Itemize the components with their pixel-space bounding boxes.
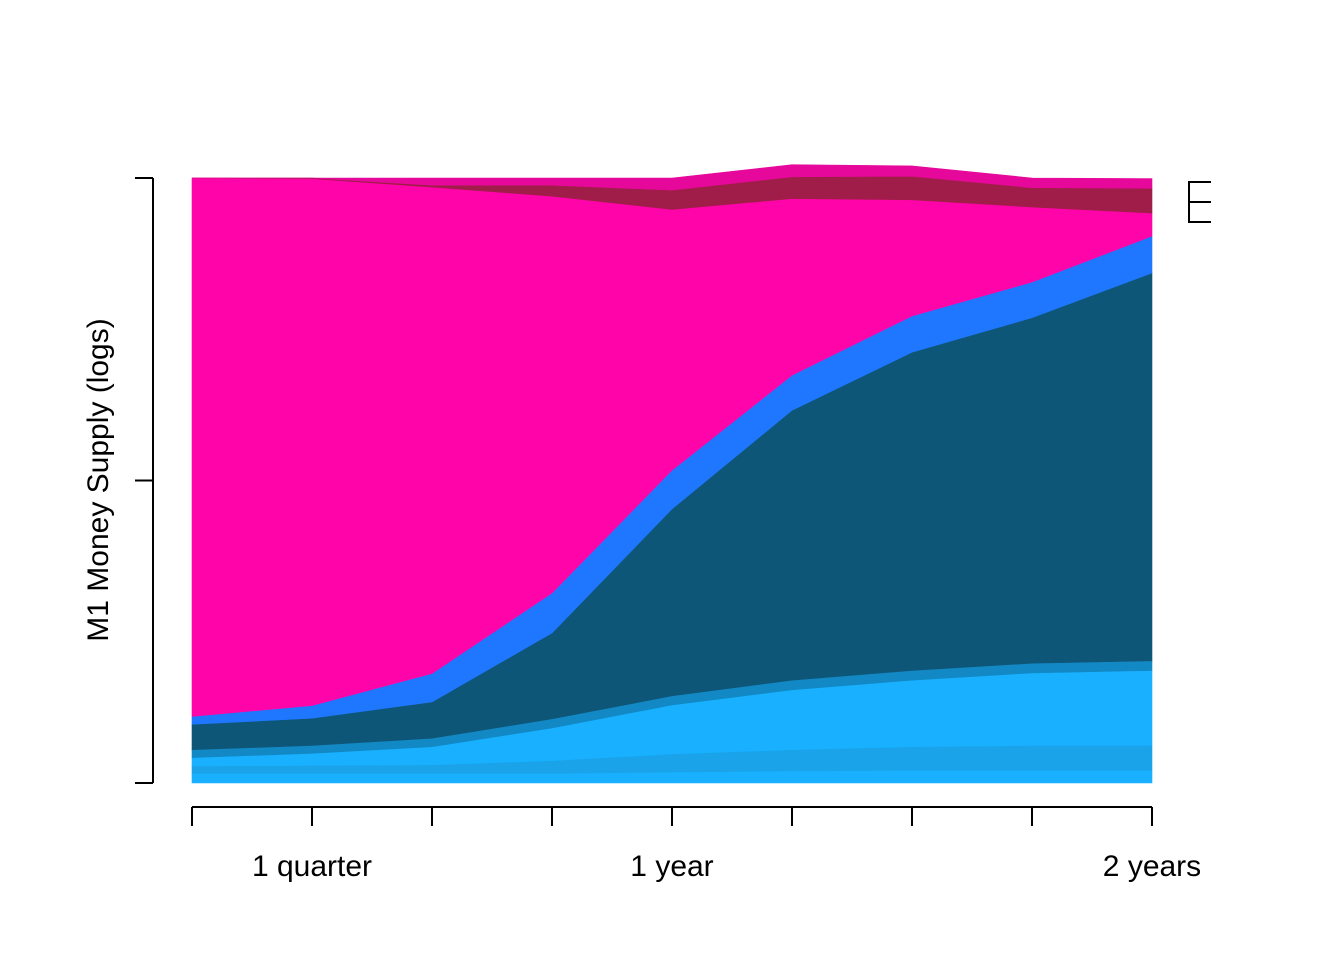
top-bracket-marker bbox=[1188, 181, 1211, 223]
x-tick-label: 1 year bbox=[630, 850, 713, 883]
x-axis: 1 quarter 1 year 2 years bbox=[191, 806, 1201, 883]
x-tick-label: 2 years bbox=[1103, 850, 1201, 883]
area-series-9 bbox=[192, 164, 1153, 191]
x-tick-label: 1 quarter bbox=[252, 850, 372, 883]
y-axis bbox=[135, 177, 154, 784]
stacked-areas bbox=[191, 164, 1153, 784]
bracket-lines bbox=[1188, 181, 1211, 223]
y-axis-title: M1 Money Supply (logs) bbox=[82, 318, 115, 641]
